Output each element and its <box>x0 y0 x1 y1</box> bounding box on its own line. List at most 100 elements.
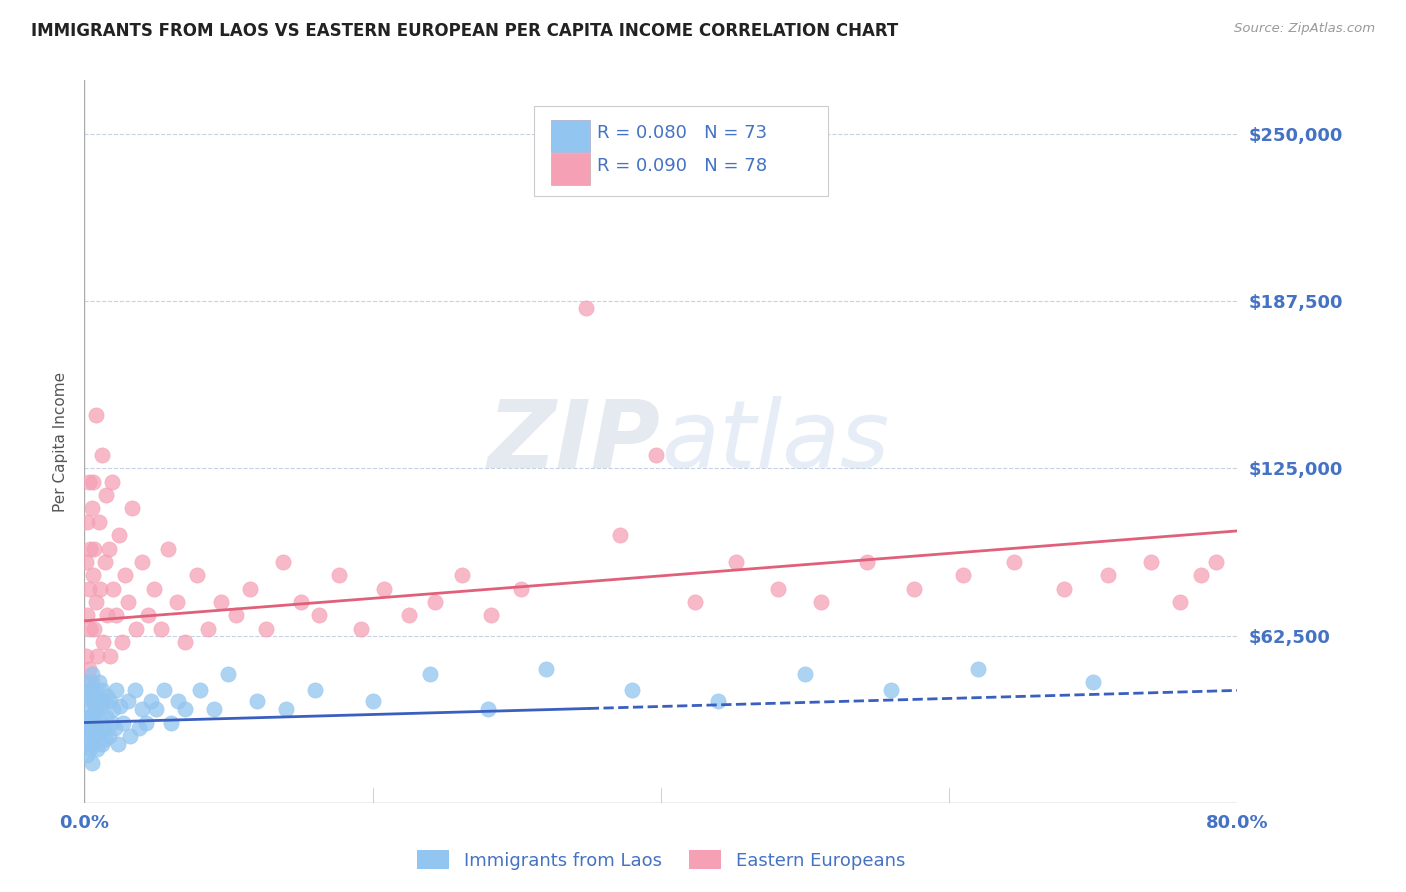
Point <box>131 702 153 716</box>
Point <box>79 715 101 730</box>
Point <box>83 715 105 730</box>
Point <box>84 702 107 716</box>
Point <box>609 528 631 542</box>
Point <box>91 635 114 649</box>
Point <box>645 448 668 462</box>
FancyBboxPatch shape <box>551 120 591 152</box>
Point <box>451 568 474 582</box>
Point <box>794 667 817 681</box>
Point <box>1053 582 1076 596</box>
Point <box>810 595 832 609</box>
Point <box>76 608 98 623</box>
Point <box>167 694 190 708</box>
Point <box>75 737 97 751</box>
Point <box>90 448 112 462</box>
Point <box>80 756 103 770</box>
Point <box>80 723 103 738</box>
Point <box>124 683 146 698</box>
Point <box>967 662 990 676</box>
Point <box>174 635 197 649</box>
Point <box>83 541 105 556</box>
Point <box>197 622 219 636</box>
Point <box>239 582 262 596</box>
Point <box>87 710 110 724</box>
Point <box>98 648 121 663</box>
Point <box>79 683 101 698</box>
Point <box>290 595 312 609</box>
Point <box>77 582 100 596</box>
Point <box>128 721 150 735</box>
Point <box>82 568 104 582</box>
Point <box>510 582 533 596</box>
Point <box>75 555 97 569</box>
Point <box>766 582 789 596</box>
Point <box>361 694 384 708</box>
Point <box>97 541 120 556</box>
Point <box>174 702 197 716</box>
Point <box>149 622 172 636</box>
Point <box>117 694 139 708</box>
Point <box>80 694 103 708</box>
Point <box>82 737 104 751</box>
Point <box>82 707 104 722</box>
Point <box>100 715 122 730</box>
Point <box>111 635 134 649</box>
Point <box>90 683 112 698</box>
Point <box>1189 568 1212 582</box>
Point <box>89 582 111 596</box>
Point <box>100 475 122 489</box>
Point <box>856 555 879 569</box>
Point <box>477 702 499 716</box>
Point <box>419 667 441 681</box>
Point <box>89 699 111 714</box>
Point <box>541 180 564 194</box>
Point <box>103 702 124 716</box>
Text: R = 0.080   N = 73: R = 0.080 N = 73 <box>598 124 768 142</box>
Point <box>373 582 395 596</box>
Point <box>79 742 101 756</box>
Point <box>724 555 747 569</box>
Point <box>398 608 420 623</box>
Point <box>76 515 98 529</box>
Point <box>1168 595 1191 609</box>
Point <box>121 501 143 516</box>
Point <box>76 689 98 703</box>
Point <box>82 475 104 489</box>
FancyBboxPatch shape <box>534 105 828 196</box>
Point <box>77 675 100 690</box>
Point <box>91 694 114 708</box>
Point <box>87 675 110 690</box>
Point <box>139 694 162 708</box>
Point <box>89 723 111 738</box>
Point <box>254 622 277 636</box>
Point <box>91 721 114 735</box>
Point <box>83 729 105 743</box>
Point <box>328 568 350 582</box>
Point <box>107 737 129 751</box>
Point <box>105 608 128 623</box>
Point <box>80 675 103 690</box>
Point <box>218 667 240 681</box>
Point <box>82 681 104 695</box>
Point <box>77 662 100 676</box>
Text: atlas: atlas <box>661 396 889 487</box>
Point <box>125 622 148 636</box>
Point <box>160 715 183 730</box>
Point <box>1097 568 1119 582</box>
Point <box>120 729 142 743</box>
Point <box>136 608 159 623</box>
Point <box>75 702 97 716</box>
Point <box>84 595 107 609</box>
Point <box>350 622 373 636</box>
Point <box>308 608 330 623</box>
Point <box>86 689 108 703</box>
Point <box>90 737 112 751</box>
Point <box>93 731 115 746</box>
Point <box>202 702 225 716</box>
Point <box>1205 555 1227 569</box>
Point <box>97 729 120 743</box>
Point <box>77 729 100 743</box>
FancyBboxPatch shape <box>551 153 591 185</box>
Point <box>145 702 167 716</box>
Point <box>103 582 124 596</box>
